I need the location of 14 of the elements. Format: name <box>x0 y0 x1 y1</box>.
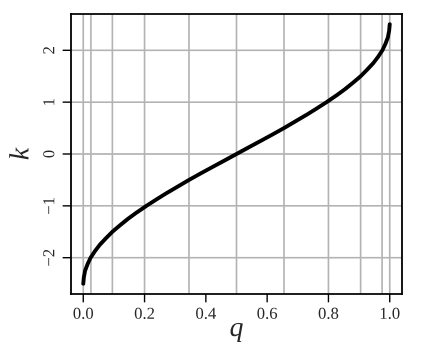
y-tick-label: −2 <box>43 250 54 266</box>
x-tick-label: 0.4 <box>196 308 216 319</box>
x-tick-label: 0.8 <box>318 308 338 319</box>
line-series <box>81 22 392 286</box>
y-tick-label: 2 <box>43 47 54 54</box>
y-tick-label: −1 <box>43 198 54 214</box>
y-tick-label: 1 <box>43 98 54 105</box>
x-axis-title: q <box>230 322 243 342</box>
x-tick-label: 0.0 <box>73 308 94 319</box>
x-tick-label: 0.2 <box>134 308 154 319</box>
x-tick-label: 0.6 <box>257 308 278 319</box>
y-axis-title: k <box>9 147 28 160</box>
y-tick-label: 0 <box>43 150 54 158</box>
x-tick-label: 1.0 <box>380 308 400 319</box>
